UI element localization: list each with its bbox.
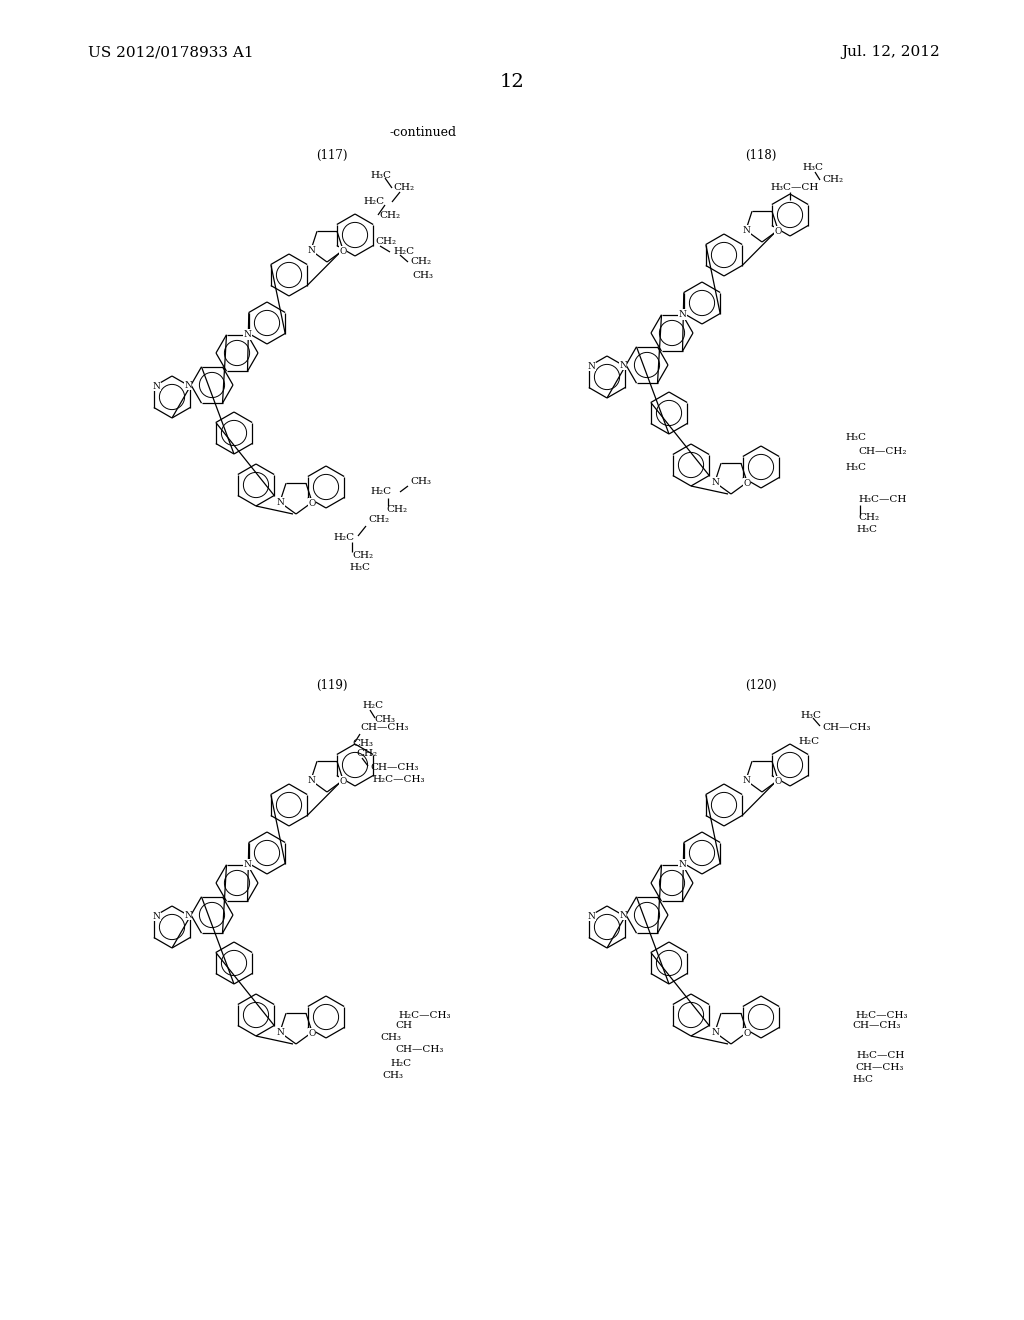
Text: (120): (120) bbox=[745, 678, 776, 692]
Text: N: N bbox=[679, 310, 686, 319]
Text: O: O bbox=[340, 247, 347, 256]
Text: CH—CH₃: CH—CH₃ bbox=[822, 723, 870, 733]
Text: CH₂: CH₂ bbox=[386, 506, 408, 515]
Text: (119): (119) bbox=[316, 678, 347, 692]
Text: N: N bbox=[588, 912, 596, 921]
Text: O: O bbox=[774, 227, 782, 236]
Text: CH—CH₃: CH—CH₃ bbox=[360, 723, 409, 733]
Text: H₃C: H₃C bbox=[852, 1076, 873, 1085]
Text: CH₃: CH₃ bbox=[382, 1072, 403, 1081]
Text: H₃C: H₃C bbox=[845, 463, 866, 473]
Text: H₂C: H₂C bbox=[364, 198, 385, 206]
Text: CH₂: CH₂ bbox=[822, 176, 843, 185]
Text: N: N bbox=[308, 776, 315, 785]
Text: CH—CH₃: CH—CH₃ bbox=[395, 1045, 443, 1055]
Text: N: N bbox=[308, 246, 315, 255]
Text: CH₂: CH₂ bbox=[379, 210, 400, 219]
Text: US 2012/0178933 A1: US 2012/0178933 A1 bbox=[88, 45, 254, 59]
Text: N: N bbox=[153, 381, 161, 391]
Text: H₃C: H₃C bbox=[802, 164, 823, 173]
Text: CH₃: CH₃ bbox=[410, 478, 431, 487]
Text: H₃C—CH: H₃C—CH bbox=[858, 495, 906, 504]
Text: CH₂: CH₂ bbox=[410, 257, 431, 267]
Text: H₃C: H₃C bbox=[800, 710, 821, 719]
Text: CH—CH₃: CH—CH₃ bbox=[370, 763, 419, 772]
Text: N: N bbox=[276, 498, 285, 507]
Text: N: N bbox=[620, 911, 627, 920]
Text: CH—CH₃: CH—CH₃ bbox=[855, 1064, 903, 1072]
Text: H₂C: H₂C bbox=[334, 532, 355, 541]
Text: CH₂: CH₂ bbox=[356, 750, 377, 759]
Text: CH₂: CH₂ bbox=[393, 183, 414, 193]
Text: O: O bbox=[743, 1028, 751, 1038]
Text: N: N bbox=[184, 911, 191, 920]
Text: N: N bbox=[742, 776, 751, 785]
Text: CH—CH₃: CH—CH₃ bbox=[852, 1020, 900, 1030]
Text: CH₃: CH₃ bbox=[374, 715, 395, 725]
Text: O: O bbox=[340, 776, 347, 785]
Text: H₂C—CH₃: H₂C—CH₃ bbox=[372, 776, 425, 784]
Text: N: N bbox=[620, 360, 627, 370]
Text: N: N bbox=[742, 226, 751, 235]
Text: H₂C: H₂C bbox=[393, 248, 414, 256]
Text: N: N bbox=[153, 912, 161, 921]
Text: CH: CH bbox=[395, 1020, 412, 1030]
Text: H₃C: H₃C bbox=[856, 525, 877, 535]
Text: CH₂: CH₂ bbox=[368, 516, 389, 524]
Text: (118): (118) bbox=[745, 149, 776, 161]
Text: H₂C: H₂C bbox=[371, 487, 392, 496]
Text: H₃C—CH: H₃C—CH bbox=[770, 183, 818, 193]
Text: H₃C: H₃C bbox=[349, 564, 370, 573]
Text: Jul. 12, 2012: Jul. 12, 2012 bbox=[842, 45, 940, 59]
Text: N: N bbox=[588, 362, 596, 371]
Text: CH₃: CH₃ bbox=[352, 739, 373, 748]
Text: N: N bbox=[712, 1028, 720, 1036]
Text: O: O bbox=[308, 499, 315, 508]
Text: 12: 12 bbox=[500, 73, 524, 91]
Text: H₂C—CH₃: H₂C—CH₃ bbox=[398, 1011, 451, 1019]
Text: H₃C—CH: H₃C—CH bbox=[856, 1051, 904, 1060]
Text: N: N bbox=[244, 330, 252, 339]
Text: CH—CH₂: CH—CH₂ bbox=[858, 447, 906, 457]
Text: O: O bbox=[774, 776, 782, 785]
Text: CH₃: CH₃ bbox=[380, 1034, 401, 1043]
Text: H₂C: H₂C bbox=[390, 1059, 411, 1068]
Text: CH₂: CH₂ bbox=[375, 238, 396, 247]
Text: CH₂: CH₂ bbox=[352, 552, 373, 561]
Text: O: O bbox=[743, 479, 751, 488]
Text: H₂C: H₂C bbox=[362, 701, 383, 710]
Text: N: N bbox=[244, 861, 252, 870]
Text: CH₃: CH₃ bbox=[412, 271, 433, 280]
Text: H₂C: H₂C bbox=[798, 738, 819, 747]
Text: N: N bbox=[679, 861, 686, 870]
Text: O: O bbox=[308, 1028, 315, 1038]
Text: H₂C—CH₃: H₂C—CH₃ bbox=[855, 1011, 907, 1019]
Text: H₃C: H₃C bbox=[845, 433, 866, 442]
Text: N: N bbox=[276, 1028, 285, 1036]
Text: H₃C: H₃C bbox=[370, 170, 391, 180]
Text: (117): (117) bbox=[316, 149, 347, 161]
Text: CH₂: CH₂ bbox=[858, 513, 880, 523]
Text: N: N bbox=[184, 380, 191, 389]
Text: N: N bbox=[712, 478, 720, 487]
Text: -continued: -continued bbox=[390, 127, 457, 140]
